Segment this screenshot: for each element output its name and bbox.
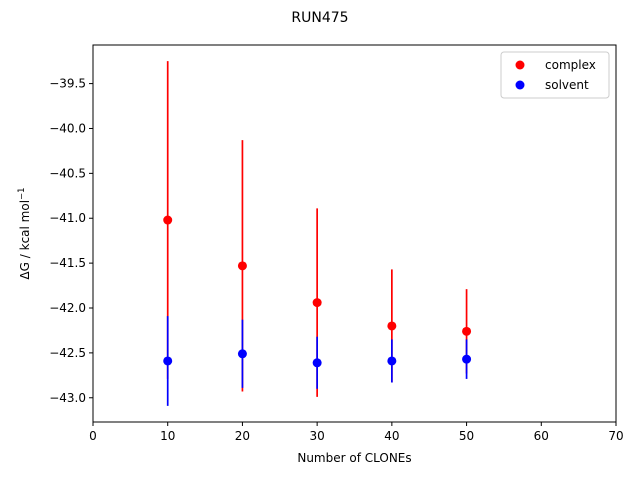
legend: complex solvent [500, 51, 610, 99]
axes: 0 10 20 30 40 50 60 70 −43.0 −42.5 −42.0 −41.5 −41.0… [49, 77, 623, 443]
legend-marker-solvent [515, 80, 525, 90]
x-tick-label: 40 [384, 429, 399, 443]
x-tick-label: 10 [160, 429, 175, 443]
y-axis-label-main: ΔG / kcal mol [18, 200, 32, 280]
x-tick-label: 60 [534, 429, 549, 443]
y-axis-label: ΔG / kcal mol−1 [17, 187, 32, 279]
solvent-point [462, 354, 472, 364]
y-tick-label: −40.0 [49, 121, 86, 135]
y-tick-label: −41.5 [49, 256, 86, 270]
y-axis-label-superscript: −1 [17, 187, 27, 200]
x-axis-label: Number of CLONEs [297, 451, 411, 465]
solvent-point [312, 358, 322, 368]
x-tick-label: 0 [89, 429, 97, 443]
x-tick-label: 70 [608, 429, 623, 443]
x-tick-label: 50 [459, 429, 474, 443]
y-tick-label: −41.0 [49, 211, 86, 225]
complex-point [312, 298, 322, 308]
y-tick-label: −42.5 [49, 346, 86, 360]
plot-area [163, 61, 472, 406]
solvent-point [237, 349, 247, 359]
legend-label-solvent: solvent [545, 78, 589, 92]
x-tick-label: 20 [235, 429, 250, 443]
legend-label-complex: complex [545, 58, 596, 72]
y-tick-label: −39.5 [49, 77, 86, 91]
x-tick-label: 30 [310, 429, 325, 443]
complex-point [387, 321, 397, 331]
plot-frame [92, 44, 617, 423]
legend-marker-complex [515, 60, 525, 70]
complex-point [163, 215, 173, 225]
complex-point [237, 261, 247, 271]
chart-title: RUN475 [291, 10, 348, 26]
solvent-point [163, 356, 173, 366]
y-tick-label: −43.0 [49, 391, 86, 405]
solvent-point [387, 356, 397, 366]
y-tick-label: −40.5 [49, 166, 86, 180]
y-tick-label: −42.0 [49, 301, 86, 315]
legend-box [500, 51, 610, 99]
complex-point [462, 326, 472, 336]
